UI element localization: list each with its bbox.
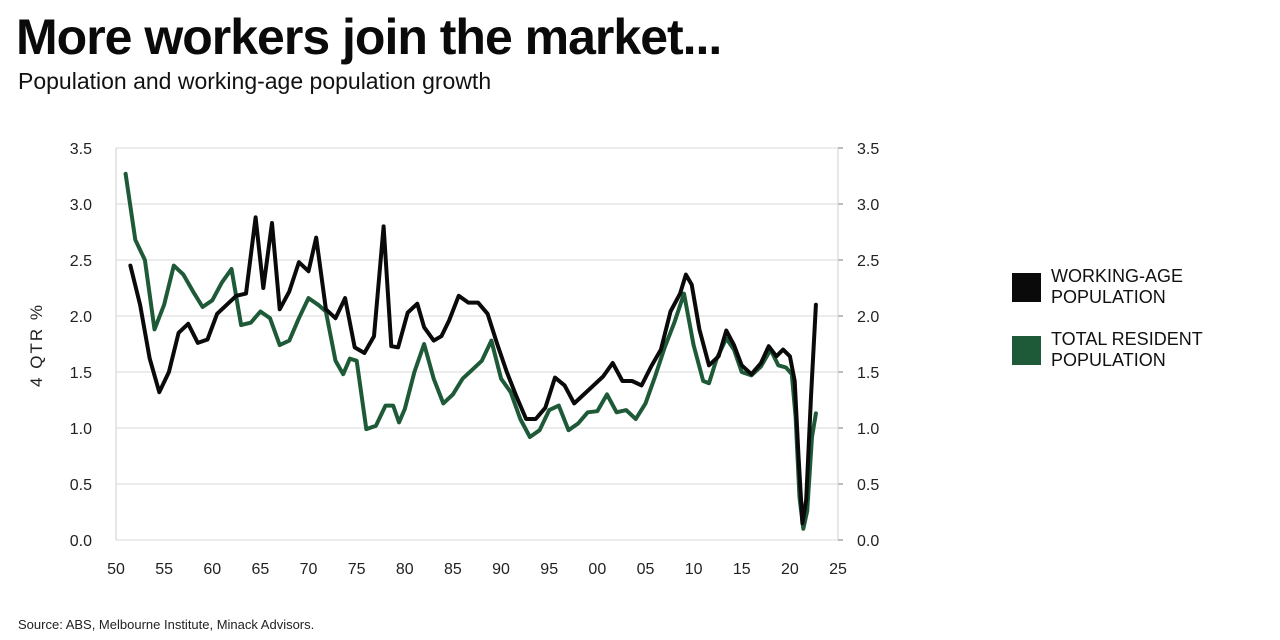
- legend-label-working-age: WORKING-AGE POPULATION: [1051, 266, 1184, 307]
- y-tick-label-right: 2.0: [857, 309, 879, 326]
- x-tick-label: 50: [107, 561, 125, 578]
- y-tick-label-right: 1.5: [857, 365, 879, 382]
- x-tick-label: 05: [637, 561, 655, 578]
- x-tick-label: 65: [252, 561, 270, 578]
- y-tick-label-right: 0.5: [857, 477, 879, 494]
- x-tick-label: 25: [829, 561, 847, 578]
- series-lines: [123, 171, 818, 531]
- legend-swatch-working-age: [1012, 272, 1041, 302]
- y-tick-label-left: 2.0: [70, 309, 92, 326]
- y-tick-label-right: 3.0: [857, 197, 879, 214]
- y-tick-label-right: 3.5: [857, 141, 879, 158]
- y-tick-label-right: 1.0: [857, 421, 879, 438]
- y-tick-label-left: 1.5: [70, 365, 92, 382]
- x-tick-label: 85: [444, 561, 462, 578]
- x-tick-label: 00: [588, 561, 606, 578]
- legend-item-total-resident: TOTAL RESIDENT POPULATION: [1012, 329, 1221, 371]
- legend: WORKING-AGE POPULATION TOTAL RESIDENT PO…: [1012, 266, 1221, 392]
- series-line-total-resident: [123, 171, 818, 531]
- x-tick-label: 70: [300, 561, 318, 578]
- y-tick-label-left: 3.5: [70, 141, 92, 158]
- x-tick-label: 20: [781, 561, 799, 578]
- x-tick-label: 15: [733, 561, 751, 578]
- x-tick-label: 90: [492, 561, 510, 578]
- legend-swatch-total-resident: [1012, 335, 1041, 365]
- chart-subtitle: Population and working-age population gr…: [18, 68, 492, 94]
- y-tick-label-left: 1.0: [70, 421, 92, 438]
- legend-label-total-resident: TOTAL RESIDENT POPULATION: [1051, 329, 1203, 370]
- y-axis-label: 4 QTR %: [27, 303, 46, 387]
- source-note: Source: ABS, Melbourne Institute, Minack…: [18, 617, 315, 632]
- x-tick-label: 95: [540, 561, 558, 578]
- y-tick-label-right: 2.5: [857, 253, 879, 270]
- y-tick-label-left: 0.5: [70, 477, 92, 494]
- y-tick-label-left: 0.0: [70, 533, 92, 550]
- legend-item-working-age: WORKING-AGE POPULATION: [1012, 266, 1221, 308]
- x-tick-label: 75: [348, 561, 366, 578]
- x-tick-label: 60: [203, 561, 221, 578]
- x-tick-label: 10: [685, 561, 703, 578]
- plot-frame: [115, 147, 843, 541]
- tick-labels: 0.0 0.0 0.5 0.5 1.0 1.0 1.5 1.5 2.0 2.0 2.5 2.5 3.0 3…: [70, 141, 880, 578]
- gridlines: [116, 147, 838, 541]
- x-tick-label: 55: [155, 561, 173, 578]
- y-tick-label-right: 0.0: [857, 533, 879, 550]
- x-tick-label: 80: [396, 561, 414, 578]
- series-line-working-age: [128, 215, 818, 526]
- y-tick-label-left: 3.0: [70, 197, 92, 214]
- y-tick-label-left: 2.5: [70, 253, 92, 270]
- chart-title: More workers join the market...: [16, 9, 722, 65]
